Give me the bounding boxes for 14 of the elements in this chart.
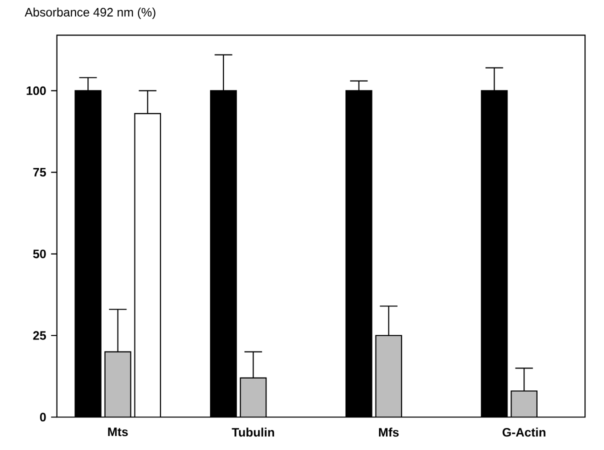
y-tick-label: 75 [33,168,46,177]
bar [240,378,267,418]
y-tick-label: 50 [33,250,46,258]
bar [510,390,538,418]
y-tick-label: 100 [26,86,46,96]
x-tick-label: Mts [108,428,128,436]
y-tick-label: 25 [33,331,46,340]
bar [375,335,402,418]
y-axis-title: Absorbance 492 nm (%) [24,8,156,20]
x-tick-label: G-Actin [502,428,546,437]
x-tick-label: Tubulin [232,428,274,437]
x-tick-label: Mfs [378,428,399,437]
bar [104,351,132,418]
y-tick-label: 0 [40,412,46,422]
